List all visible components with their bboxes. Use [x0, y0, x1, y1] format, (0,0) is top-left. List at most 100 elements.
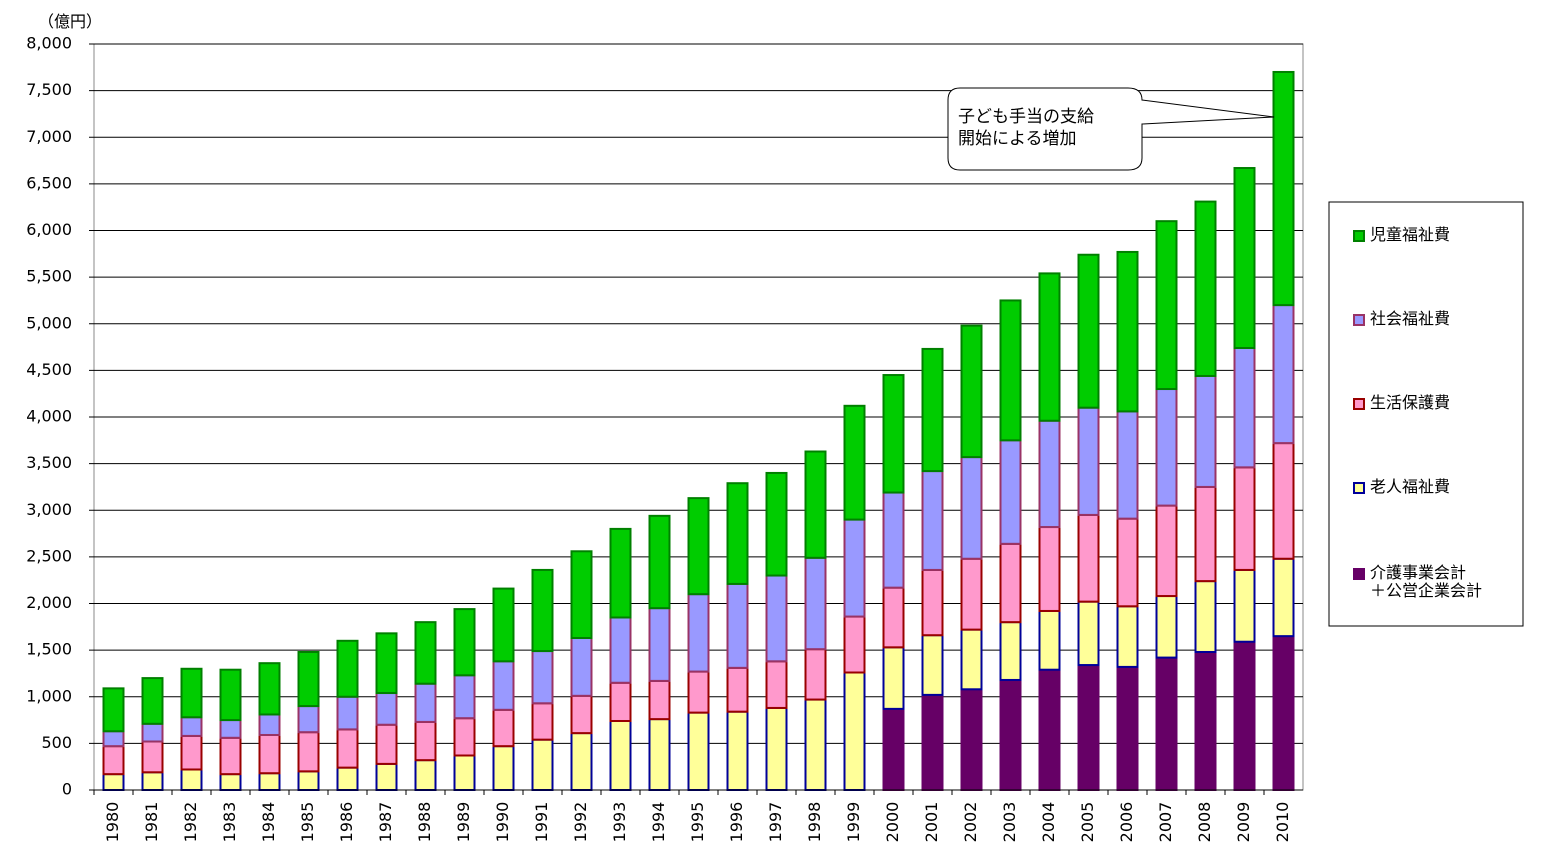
bar-segment — [999, 299, 1022, 442]
bar-segment — [648, 514, 671, 610]
legend-swatch — [1353, 568, 1365, 580]
bar-segment — [492, 660, 515, 711]
bar-segment — [1038, 272, 1061, 422]
bar-segment — [843, 518, 866, 618]
x-tick-label: 2010 — [1273, 802, 1292, 843]
bar-segment — [453, 674, 476, 720]
bar-segment — [570, 637, 593, 697]
bar-segment — [687, 711, 710, 791]
bar-segment — [1272, 557, 1295, 638]
bar-segment — [960, 456, 983, 560]
y-tick-label: 2,000 — [26, 593, 72, 612]
bar-segment — [882, 586, 905, 649]
bar-segment — [765, 574, 788, 663]
bar-segment — [804, 698, 827, 791]
x-tick-label: 1985 — [298, 802, 317, 843]
unit-label: （億円） — [38, 12, 103, 31]
bar-segment — [102, 687, 125, 733]
bar-segment — [1194, 374, 1217, 488]
bar-segment — [102, 773, 125, 792]
x-tick-label: 1993 — [610, 802, 629, 843]
y-tick-label: 2,500 — [26, 546, 72, 565]
x-tick-label: 1980 — [103, 802, 122, 843]
x-tick-label: 2003 — [1000, 802, 1019, 843]
x-tick-label: 1999 — [844, 802, 863, 843]
bar-segment — [1194, 485, 1217, 583]
bar-segment — [999, 678, 1022, 792]
y-tick-label: 3,000 — [26, 500, 72, 519]
bar-segment — [1038, 526, 1061, 612]
bar-segment — [882, 646, 905, 710]
x-tick-label: 1997 — [766, 802, 785, 843]
bar-segment — [375, 723, 398, 765]
y-tick-label: 4,000 — [26, 407, 72, 426]
y-tick-label: 6,000 — [26, 220, 72, 239]
bar-segment — [1233, 568, 1256, 643]
x-tick-label: 1990 — [493, 802, 512, 843]
bar-segment — [804, 556, 827, 651]
bar-segment — [921, 568, 944, 637]
x-tick-label: 1995 — [688, 802, 707, 843]
bar-segment — [726, 482, 749, 585]
y-tick-label: 1,500 — [26, 640, 72, 659]
bar-segment — [804, 648, 827, 701]
x-tick-label: 1988 — [415, 802, 434, 843]
bar-segment — [1116, 605, 1139, 668]
bar-segment — [882, 491, 905, 589]
bar-segment — [531, 738, 554, 792]
bar-segment — [999, 542, 1022, 624]
bar-segment — [219, 773, 242, 792]
x-tick-label: 2007 — [1156, 802, 1175, 843]
callout-bubble — [947, 87, 1275, 171]
bar-segment — [1233, 466, 1256, 571]
bar-segment — [1233, 167, 1256, 349]
bar-segment — [1155, 656, 1178, 792]
bar-segment — [1116, 665, 1139, 791]
bar-segment — [180, 667, 203, 719]
bar-segment — [804, 450, 827, 559]
bar-segment — [843, 671, 866, 792]
x-tick-label: 1992 — [571, 802, 590, 843]
bar-segment — [1077, 600, 1100, 667]
x-tick-label: 2005 — [1078, 802, 1097, 843]
bar-segment — [726, 710, 749, 791]
bar-segment — [453, 717, 476, 757]
bar-segment — [1077, 664, 1100, 791]
x-tick-label: 1986 — [337, 802, 356, 843]
bar-segment — [375, 692, 398, 726]
bar-segment — [1272, 442, 1295, 560]
x-tick-label: 2002 — [961, 802, 980, 843]
bar-segment — [843, 615, 866, 674]
bar-segment — [648, 607, 671, 682]
bar-segment — [1233, 640, 1256, 791]
x-tick-label: 2001 — [922, 802, 941, 843]
bar-segment — [414, 720, 437, 762]
x-tick-label: 1994 — [649, 802, 668, 843]
bar-segment — [999, 439, 1022, 545]
bar-segment — [1038, 668, 1061, 792]
y-tick-label: 4,500 — [26, 360, 72, 379]
bar-segment — [1194, 580, 1217, 653]
bar-segment — [765, 660, 788, 709]
bar-segment — [570, 732, 593, 791]
y-tick-label: 500 — [41, 733, 72, 752]
bar-segment — [960, 557, 983, 631]
bar-segment — [921, 693, 944, 792]
y-tick-label: 8,000 — [26, 34, 72, 53]
bar-segment — [1077, 253, 1100, 409]
bar-segment — [336, 695, 359, 731]
bar-segment — [921, 634, 944, 696]
bar-segment — [1194, 650, 1217, 791]
x-tick-label: 2006 — [1117, 802, 1136, 843]
y-tick-label: 0 — [62, 780, 72, 799]
x-tick-label: 1982 — [181, 802, 200, 843]
y-tick-label: 7,500 — [26, 80, 72, 99]
bar-segment — [180, 734, 203, 771]
y-tick-label: 5,500 — [26, 267, 72, 286]
bar-segment — [882, 707, 905, 791]
bar-segment — [726, 582, 749, 669]
bar-segment — [180, 768, 203, 791]
bar-segment — [765, 706, 788, 791]
legend-label: 老人福祉費 — [1370, 477, 1451, 496]
bar-segment — [765, 471, 788, 577]
